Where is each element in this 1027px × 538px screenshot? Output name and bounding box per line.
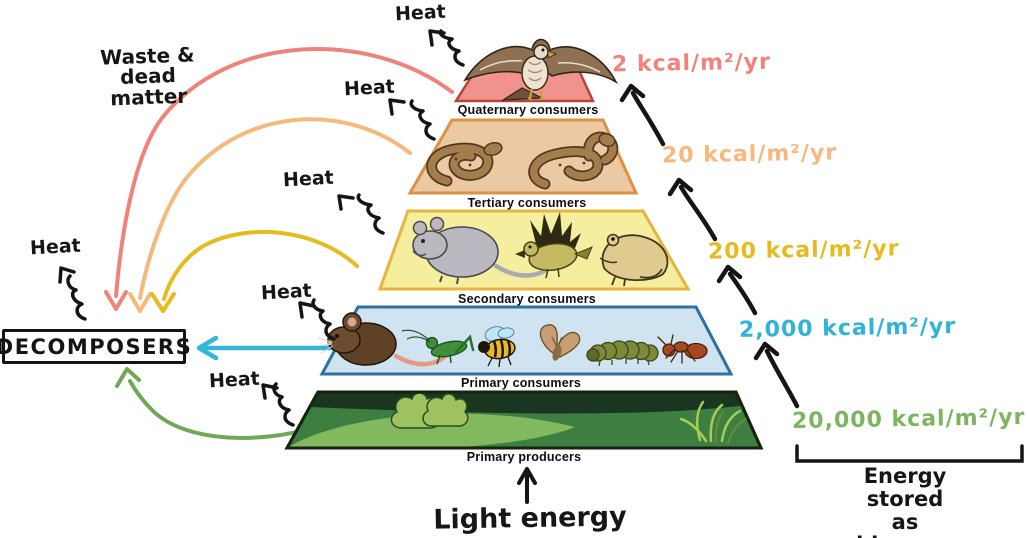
heat-label-2: Heat <box>343 75 396 101</box>
pyramid <box>284 38 764 450</box>
hawk-icon <box>463 38 618 101</box>
heat-label-4: Heat <box>29 234 82 260</box>
toad-icon <box>599 233 669 287</box>
energy-flow-arrow-1 <box>619 83 666 147</box>
energy-value-primary-producers: 20,000 kcal/m²/yr <box>791 404 1026 435</box>
mouse-icon <box>317 312 455 367</box>
heat-arrow-2 <box>388 98 436 141</box>
bee-icon <box>478 326 516 368</box>
energy-value-quaternary: 2 kcal/m²/yr <box>611 49 772 78</box>
decomposer-arrow-pink <box>104 47 454 311</box>
pyramid-level-tertiary-consumers <box>407 118 639 195</box>
pyramid-level-primary-producers <box>284 390 764 450</box>
heat-arrow-6 <box>261 382 295 427</box>
level-label-tertiary: Tertiary consumers <box>467 196 587 210</box>
light-energy-arrow <box>517 467 537 504</box>
bird-icon <box>515 212 593 279</box>
pyramid-level-quaternary-consumers <box>453 38 618 103</box>
energy-flow-arrow-4 <box>753 341 800 409</box>
light-energy-label: Light energy <box>433 501 627 536</box>
heat-label-5: Heat <box>260 279 313 305</box>
level-label-secondary: Secondary consumers <box>458 292 596 306</box>
heat-arrow-4 <box>58 266 87 321</box>
energy-stored-caption: Energy stored as biomass <box>856 464 954 538</box>
decomposer-arrow-orange <box>128 117 412 313</box>
level-label-primary-producers: Primary producers <box>466 450 582 464</box>
decomposer-arrow-green <box>115 367 314 440</box>
vegetation-icon <box>287 392 748 448</box>
grasshopper-icon <box>401 329 475 365</box>
energy-flow-arrow-2 <box>667 177 718 242</box>
caterpillar-icon <box>586 340 659 367</box>
biomass-bracket <box>795 444 1024 463</box>
pyramid-level-primary-consumers <box>317 305 734 376</box>
decomposer-arrow-blue <box>196 335 337 361</box>
pyramid-level-secondary-consumers <box>377 209 691 291</box>
decomposer-arrow-yellow <box>150 230 359 313</box>
heat-arrow-1 <box>428 29 465 67</box>
heat-label-3: Heat <box>282 166 335 192</box>
heat-arrow-5 <box>298 298 336 341</box>
energy-flow-arrow-3 <box>716 264 758 316</box>
energy-value-tertiary: 20 kcal/m²/yr <box>661 140 838 169</box>
level-label-quaternary: Quaternary consumers <box>457 103 599 117</box>
energy-value-secondary: 200 kcal/m²/yr <box>707 236 900 265</box>
heat-label-6: Heat <box>208 367 261 393</box>
rat-icon <box>412 216 557 285</box>
moth-icon <box>539 324 581 361</box>
decomposers-box: DECOMPOSERS <box>0 329 191 364</box>
energy-value-primary-consumers: 2,000 kcal/m²/yr <box>738 314 957 343</box>
ant-icon <box>657 334 708 364</box>
snakes-icon <box>426 131 619 190</box>
heat-arrow-3 <box>337 193 385 235</box>
heat-label-1: Heat <box>394 0 447 26</box>
waste-dead-matter-label: Waste & dead matter <box>99 42 195 111</box>
level-label-primary-consumers: Primary consumers <box>460 376 582 390</box>
